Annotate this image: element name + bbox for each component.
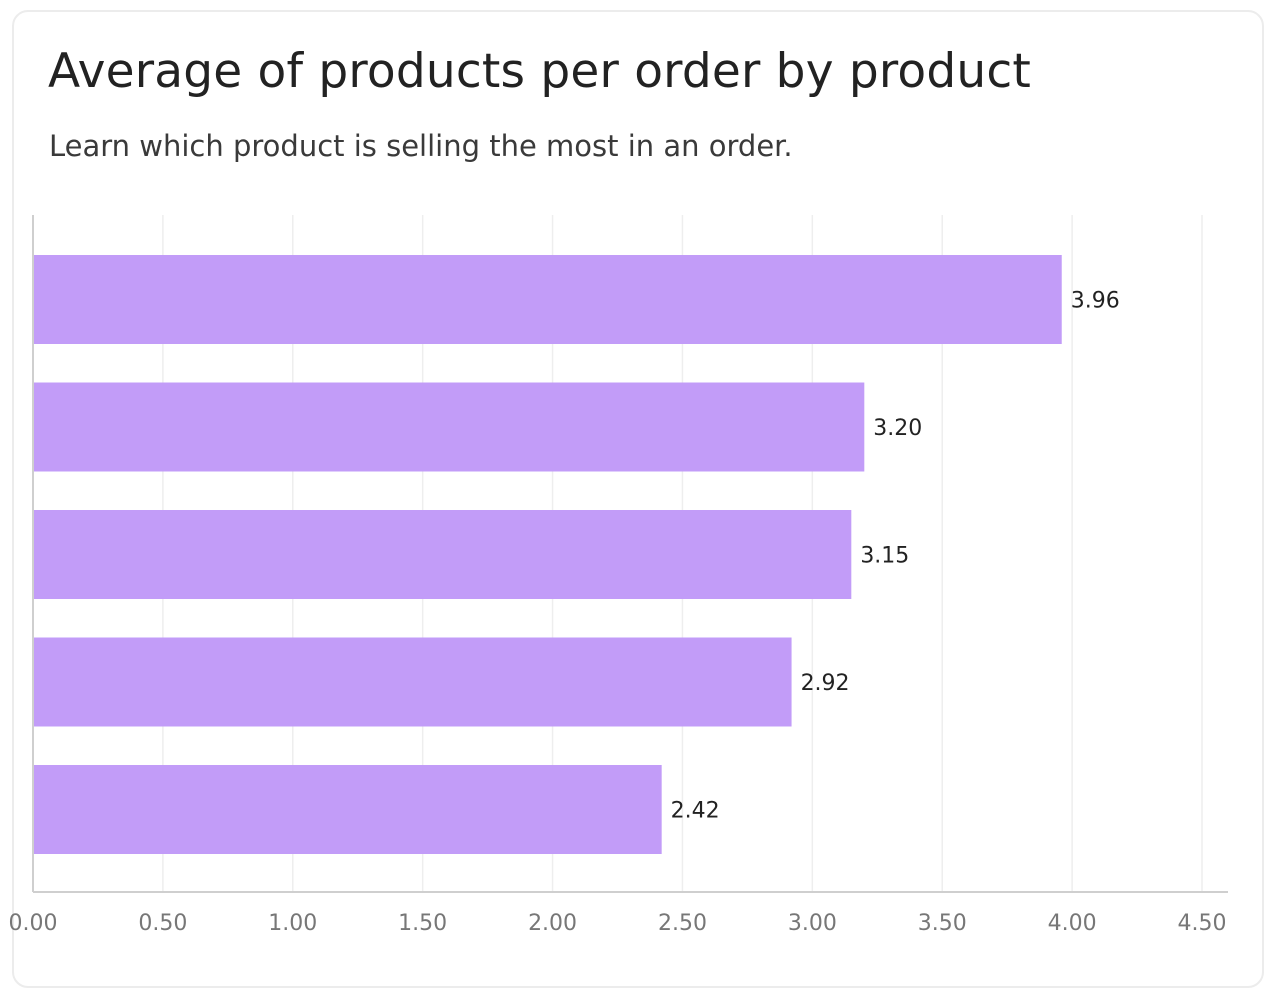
x-tick-label: 4.00 (1048, 911, 1097, 936)
chart-title: Average of products per order by product (48, 44, 1032, 99)
bar-value-label: 3.15 (860, 544, 909, 569)
bar[interactable] (34, 637, 792, 727)
labels: 0.00 0.50 1.00 1.50 2.00 2.50 3.00 3.50 4.00 4.50… (9, 289, 1227, 937)
x-tick-label: 3.00 (788, 911, 837, 936)
x-tick-label: 1.50 (398, 911, 447, 936)
axes (32, 215, 1228, 893)
bar-value-label: 3.20 (873, 416, 922, 441)
bars (34, 255, 1062, 854)
x-tick-label: 1.00 (268, 911, 317, 936)
x-tick-label: 0.50 (138, 911, 187, 936)
bar[interactable] (34, 765, 662, 854)
x-tick-label: 2.00 (528, 911, 577, 936)
bar-value-label: 2.42 (671, 799, 720, 824)
x-tick-label: 0.00 (9, 911, 58, 936)
x-tick-label: 2.50 (658, 911, 707, 936)
bar[interactable] (34, 255, 1062, 344)
bar[interactable] (34, 510, 852, 599)
bar-value-label: 3.96 (1071, 289, 1120, 314)
x-tick-label: 3.50 (918, 911, 967, 936)
chart-subtitle: Learn which product is selling the most … (49, 129, 793, 163)
bar[interactable] (34, 382, 865, 472)
bar-value-label: 2.92 (801, 671, 850, 696)
x-tick-label: 4.50 (1178, 911, 1227, 936)
